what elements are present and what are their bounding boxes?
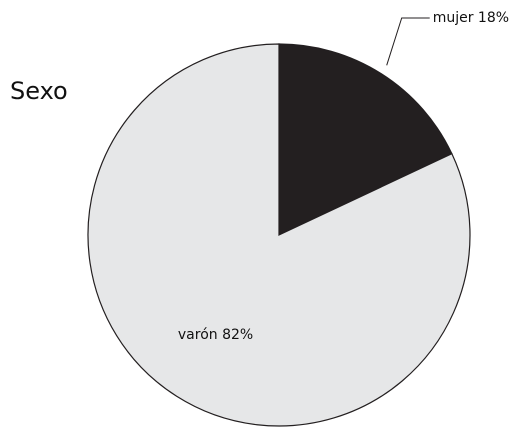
slice-label: varón 82% [178,327,253,343]
slice-label: mujer 18% [433,10,509,26]
leader-line [386,17,430,66]
chart-title: Sexo [10,77,68,105]
pie-slice [87,43,471,427]
pie-slice [278,43,453,236]
